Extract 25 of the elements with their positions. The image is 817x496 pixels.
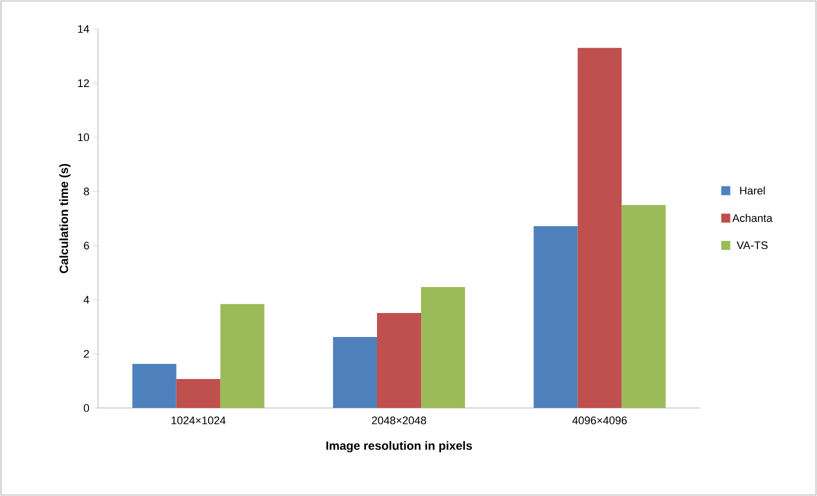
y-tick-label: 10 [78,133,90,142]
y-tick-label: 4 [84,296,90,304]
x-tick-label: 2048×2048 [372,416,426,424]
y-tick-label: 6 [84,242,90,250]
x-tick-label: 1024×1024 [172,416,226,424]
bar [132,364,176,408]
bar [578,48,622,408]
bar [333,337,378,408]
legend-label: VA-TS [736,241,768,250]
legend-label: Achanta [732,214,772,222]
legend-label: Harel [740,186,765,195]
bar [534,226,578,408]
bar [622,204,666,408]
x-tick-label: 4096×4096 [572,416,627,424]
y-tick-label: 8 [84,188,90,196]
bar [220,304,264,408]
y-tick-label: 14 [78,25,90,33]
y-tick-label: 2 [84,350,89,358]
bar [377,312,422,408]
x-axis-title: Image resolution in pixels [326,441,472,452]
bar [176,379,220,408]
y-tick-label: 0 [84,404,90,412]
y-axis-title: Calculation time (s) [59,164,70,274]
y-tick-label: 12 [78,79,89,87]
bar [421,286,466,408]
